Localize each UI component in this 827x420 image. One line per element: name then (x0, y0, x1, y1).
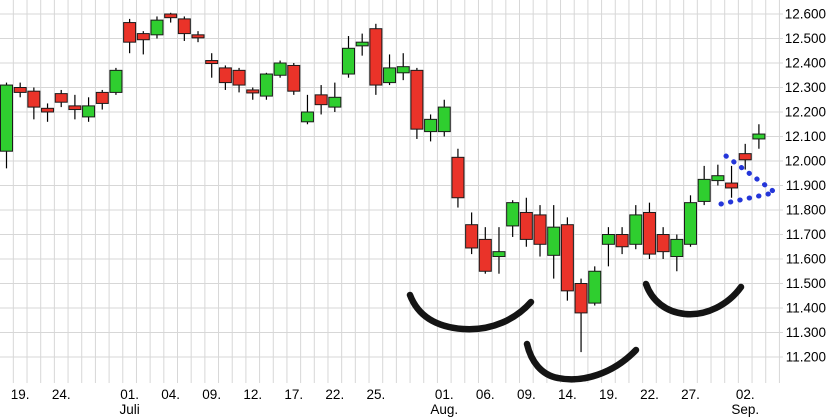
candle-body (123, 22, 137, 43)
candle-body (752, 133, 766, 140)
x-axis-label: 12. (243, 387, 262, 402)
candle-body (697, 178, 711, 202)
x-axis-label: 19. (599, 387, 618, 402)
pennant-lower-dotted-line (718, 190, 776, 207)
candle-body (601, 234, 615, 245)
candle-body (164, 13, 178, 19)
candle-body (82, 105, 96, 118)
y-axis-label: 11.700 (786, 227, 826, 242)
head-arc (523, 340, 640, 383)
candle-body (27, 90, 41, 108)
x-axis-label: 14. (558, 387, 577, 402)
y-axis-label: 11.400 (786, 301, 826, 316)
x-axis-label: 22. (640, 387, 659, 402)
candle-body (0, 84, 13, 152)
y-axis-label: 12.000 (785, 154, 826, 169)
candle-body (547, 226, 561, 256)
candle-body (259, 73, 273, 97)
y-axis-label: 11.200 (786, 350, 826, 365)
candle-body (191, 34, 205, 39)
candle-body (369, 28, 383, 86)
candle-body (355, 41, 369, 47)
x-axis-label: 19. (11, 387, 30, 402)
y-axis-label: 11.800 (786, 203, 826, 218)
candle-body (314, 94, 328, 106)
candle-body (478, 238, 492, 272)
candle-body (629, 214, 643, 245)
candle-body (588, 270, 602, 304)
x-axis-label: 02. (736, 387, 755, 402)
x-axis-label: 01. (435, 387, 454, 402)
candle-body (300, 111, 314, 123)
candle-body (615, 234, 629, 248)
candle-body (506, 202, 520, 227)
x-axis-label: 25. (366, 387, 385, 402)
y-axis-label: 12.300 (785, 80, 826, 95)
candle-body (711, 175, 725, 182)
right-shoulder-arc (642, 280, 745, 318)
x-axis-month-label: Juli (119, 402, 139, 417)
candle-body (642, 211, 656, 255)
candle-body (13, 87, 27, 93)
candle-body (41, 107, 55, 113)
x-axis-label: 27. (681, 387, 700, 402)
y-axis-label: 12.200 (785, 105, 826, 120)
candle-body (136, 33, 150, 41)
candle-body (109, 69, 123, 93)
x-axis-month-label: Sep. (731, 402, 759, 417)
x-axis-label: 06. (476, 387, 495, 402)
candle-body (232, 69, 246, 86)
candle-body (383, 67, 397, 84)
candle-body (150, 19, 164, 36)
candle-body (177, 18, 191, 35)
candle-body (396, 66, 410, 74)
x-axis-month-label: Aug. (430, 402, 458, 417)
y-axis-label: 11.900 (786, 178, 826, 193)
y-axis-label: 12.100 (785, 129, 826, 144)
candle-body (287, 64, 301, 92)
left-shoulder-arc (406, 291, 535, 333)
candle-body (328, 96, 342, 108)
y-axis-label: 12.600 (785, 7, 826, 22)
candle-body (560, 224, 574, 292)
candle-body (273, 62, 287, 76)
candle-body (68, 105, 82, 111)
candle-body (410, 69, 424, 130)
x-axis-label: 09. (517, 387, 536, 402)
candle-body (342, 47, 355, 75)
candle-body (205, 60, 219, 65)
y-axis-label: 12.500 (785, 31, 826, 46)
candle-body (95, 91, 109, 104)
candle-body (656, 234, 670, 253)
candle-body (519, 211, 533, 240)
candle-body (738, 153, 752, 161)
candle-body (54, 93, 68, 103)
candle-body (246, 89, 260, 94)
x-axis-label: 24. (52, 387, 71, 402)
x-axis-label: 22. (325, 387, 344, 402)
x-axis-label: 04. (161, 387, 180, 402)
x-axis-label: 01. (120, 387, 139, 402)
candle-body (574, 283, 588, 314)
candle-body (725, 182, 739, 189)
candle-body (451, 156, 465, 199)
candle-body (670, 238, 684, 258)
candle-body (218, 67, 232, 84)
y-axis-label: 12.400 (785, 56, 826, 71)
y-axis-label: 11.500 (786, 276, 826, 291)
x-axis-label: 09. (202, 387, 221, 402)
candle-body (437, 106, 451, 133)
candle-body (492, 251, 506, 258)
x-axis-label: 17. (284, 387, 303, 402)
candle-body (465, 224, 479, 249)
candle-body (533, 214, 547, 245)
y-axis-label: 11.600 (786, 252, 826, 267)
pennant-upper-dotted-line (723, 153, 776, 194)
candle-body (424, 118, 438, 133)
candle-body (684, 202, 697, 245)
y-axis-label: 11.300 (786, 325, 826, 340)
